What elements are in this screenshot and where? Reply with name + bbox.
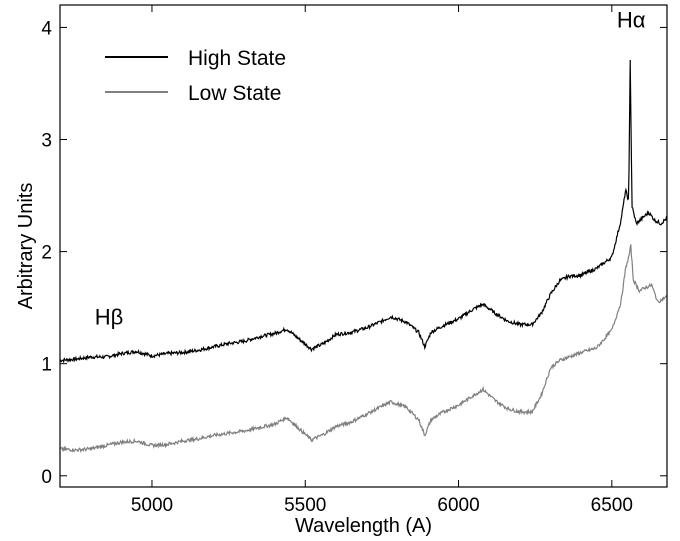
y-tick-label: 4	[41, 18, 52, 39]
annotation-h-alpha: Hα	[617, 7, 646, 32]
y-axis: 0 1 2 3 4	[41, 18, 667, 488]
legend-label-high-state: High State	[188, 47, 286, 70]
x-axis-label: Wavelength (A)	[295, 515, 432, 537]
y-axis-label: Arbitrary Units	[15, 183, 37, 310]
series-layer	[59, 59, 668, 454]
annotation-h-beta: Hβ	[95, 304, 124, 329]
y-tick-label: 0	[41, 467, 52, 488]
x-axis: 5000 5500 6000 6500	[131, 5, 633, 516]
x-tick-label: 6000	[437, 495, 479, 516]
y-tick-label: 2	[41, 243, 52, 264]
x-tick-label: 5500	[284, 495, 326, 516]
x-tick-label: 5000	[131, 495, 173, 516]
series-line-low-state	[59, 244, 668, 454]
legend-label-low-state: Low State	[188, 82, 281, 105]
series-line-high-state	[59, 59, 668, 364]
y-tick-label: 1	[41, 355, 52, 376]
y-tick-label: 3	[41, 131, 52, 152]
legend: High State Low State	[105, 47, 286, 105]
x-tick-label: 6500	[591, 495, 633, 516]
plot-frame	[59, 4, 668, 488]
